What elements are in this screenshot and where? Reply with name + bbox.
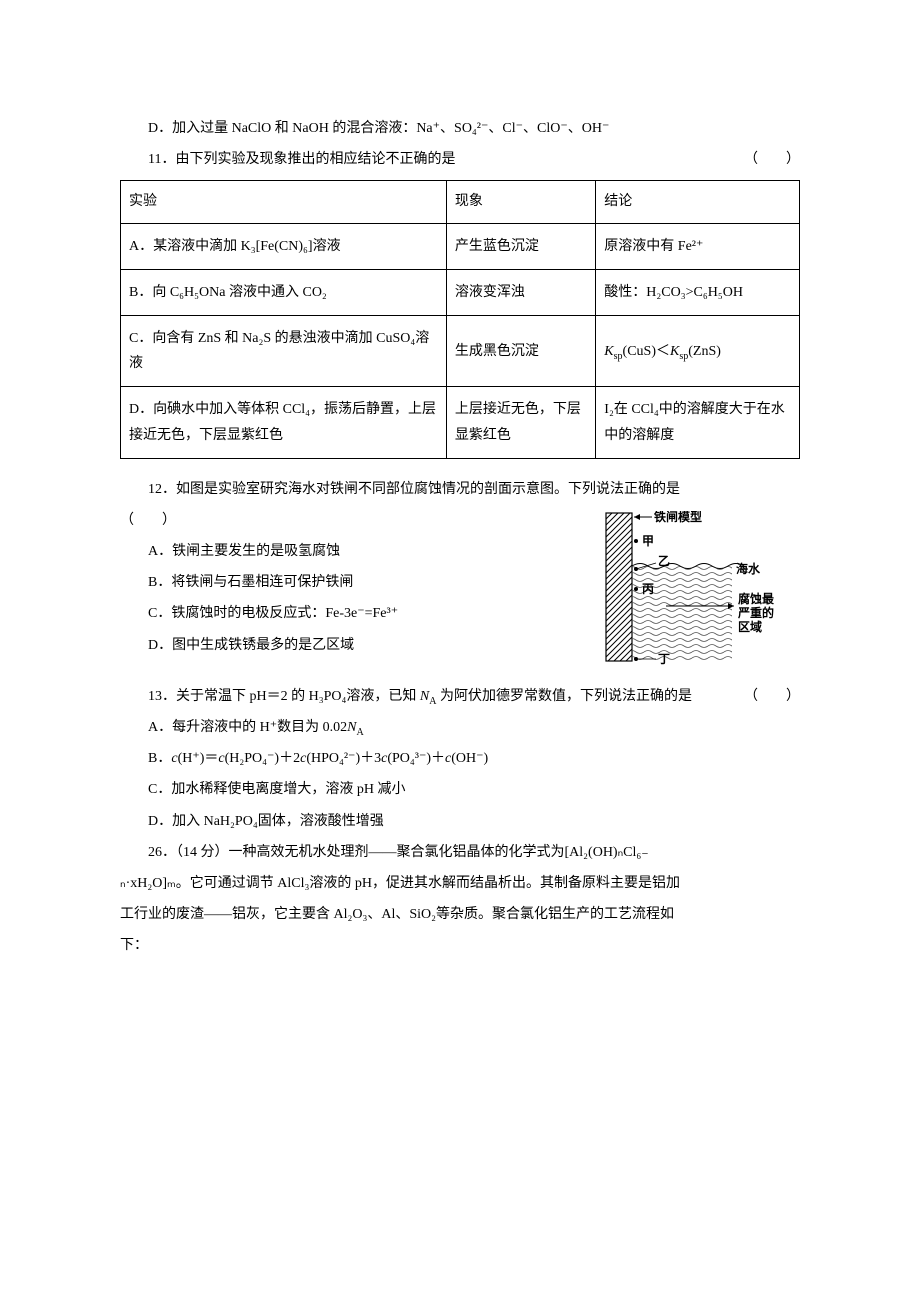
q12-stem: 12．如图是实验室研究海水对铁闸不同部位腐蚀情况的剖面示意图。下列说法正确的是	[120, 477, 800, 502]
col-header-experiment: 实验	[121, 181, 447, 223]
q12-option-c: C．铁腐蚀时的电极反应式：Fe-3e⁻=Fe³⁺	[120, 601, 550, 626]
q13-stem: 13．关于常温下 pH＝2 的 H₃PO₄溶液，已知 NA 为阿伏加德罗常数值，…	[120, 684, 692, 709]
cell-exp-d: D．向碘水中加入等体积 CCl₄，振荡后静置，上层接近无色，下层显紫红色	[121, 387, 447, 458]
q13-option-a: A．每升溶液中的 H⁺数目为 0.02NA	[120, 715, 800, 740]
svg-text:海水: 海水	[736, 561, 761, 576]
q11-paren: （ ）	[716, 147, 800, 172]
cell-exp-b: B．向 C₆H₅ONa 溶液中通入 CO₂	[121, 269, 447, 315]
svg-text:腐蚀最: 腐蚀最	[738, 591, 775, 606]
q12-option-d: D．图中生成铁锈最多的是乙区域	[120, 633, 550, 658]
svg-text:丙: 丙	[642, 582, 654, 596]
table-row: D．向碘水中加入等体积 CCl₄，振荡后静置，上层接近无色，下层显紫红色 上层接…	[121, 387, 800, 458]
q12-option-a: A．铁闸主要发生的是吸氢腐蚀	[120, 539, 550, 564]
cell-exp-c: C．向含有 ZnS 和 Na₂S 的悬浊液中滴加 CuSO₄溶液	[121, 315, 447, 386]
cell-conc-c: Ksp(CuS)＜Ksp(ZnS)	[596, 315, 800, 386]
q26-line-3: 工行业的废渣——铝灰，它主要含 Al₂O₃、Al、SiO₂等杂质。聚合氯化铝生产…	[120, 902, 800, 927]
col-header-conclusion: 结论	[596, 181, 800, 223]
q13-option-b: B．c(H⁺)＝c(H₂PO₄⁻)＋2c(HPO₄²⁻)＋3c(PO₄³⁻)＋c…	[120, 746, 800, 771]
q13-option-d: D．加入 NaH₂PO₄固体，溶液酸性增强	[120, 809, 800, 834]
table-header-row: 实验 现象 结论	[121, 181, 800, 223]
svg-text:乙: 乙	[658, 554, 670, 568]
q11-stem: 11．由下列实验及现象推出的相应结论不正确的是	[120, 147, 455, 172]
q12-block: 12．如图是实验室研究海水对铁闸不同部位腐蚀情况的剖面示意图。下列说法正确的是 …	[120, 477, 800, 658]
q12-paren: （ ）	[120, 508, 550, 533]
cell-phen-d: 上层接近无色，下层显紫红色	[446, 387, 595, 458]
cell-conc-b: 酸性：H₂CO₃>C₆H₅OH	[596, 269, 800, 315]
table-row: A．某溶液中滴加 K₃[Fe(CN)₆]溶液 产生蓝色沉淀 原溶液中有 Fe²⁺	[121, 223, 800, 269]
svg-text:区域: 区域	[738, 619, 762, 634]
q13-stem-row: 13．关于常温下 pH＝2 的 H₃PO₄溶液，已知 NA 为阿伏加德罗常数值，…	[120, 684, 800, 709]
svg-text:丁: 丁	[658, 652, 670, 666]
q11-stem-row: 11．由下列实验及现象推出的相应结论不正确的是 （ ）	[120, 147, 800, 172]
cell-conc-a: 原溶液中有 Fe²⁺	[596, 223, 800, 269]
cell-phen-b: 溶液变浑浊	[446, 269, 595, 315]
cell-phen-c: 生成黑色沉淀	[446, 315, 595, 386]
q12-option-b: B．将铁闸与石墨相连可保护铁闸	[120, 570, 550, 595]
q13-option-c: C．加水稀释使电离度增大，溶液 pH 减小	[120, 777, 800, 802]
svg-text:严重的: 严重的	[737, 605, 774, 620]
table-row: B．向 C₆H₅ONa 溶液中通入 CO₂ 溶液变浑浊 酸性：H₂CO₃>C₆H…	[121, 269, 800, 315]
q26-line-1: 26．（14 分）一种高效无机水处理剂——聚合氯化铝晶体的化学式为[Al₂(OH…	[120, 840, 800, 865]
page: D．加入过量 NaClO 和 NaOH 的混合溶液：Na⁺、SO₄²⁻、Cl⁻、…	[0, 0, 920, 1025]
q12-diagram: 铁闸模型 甲 乙 海水 丙 腐蚀最 严重的 区域 丁	[596, 511, 806, 671]
q10-option-d: D．加入过量 NaClO 和 NaOH 的混合溶液：Na⁺、SO₄²⁻、Cl⁻、…	[120, 116, 800, 141]
q26-line-4: 下：	[120, 933, 800, 958]
q11-table: 实验 现象 结论 A．某溶液中滴加 K₃[Fe(CN)₆]溶液 产生蓝色沉淀 原…	[120, 180, 800, 458]
svg-text:甲: 甲	[642, 534, 654, 548]
q26-line-2: ₙ·xH₂O]ₘ。它可通过调节 AlCl₃溶液的 pH，促进其水解而结晶析出。其…	[120, 871, 800, 896]
cell-conc-d: I₂在 CCl₄中的溶解度大于在水中的溶解度	[596, 387, 800, 458]
cell-exp-a: A．某溶液中滴加 K₃[Fe(CN)₆]溶液	[121, 223, 447, 269]
col-header-phenomenon: 现象	[446, 181, 595, 223]
q13-paren: （ ）	[716, 684, 800, 709]
svg-text:铁闸模型: 铁闸模型	[654, 511, 702, 524]
cell-phen-a: 产生蓝色沉淀	[446, 223, 595, 269]
table-row: C．向含有 ZnS 和 Na₂S 的悬浊液中滴加 CuSO₄溶液 生成黑色沉淀 …	[121, 315, 800, 386]
